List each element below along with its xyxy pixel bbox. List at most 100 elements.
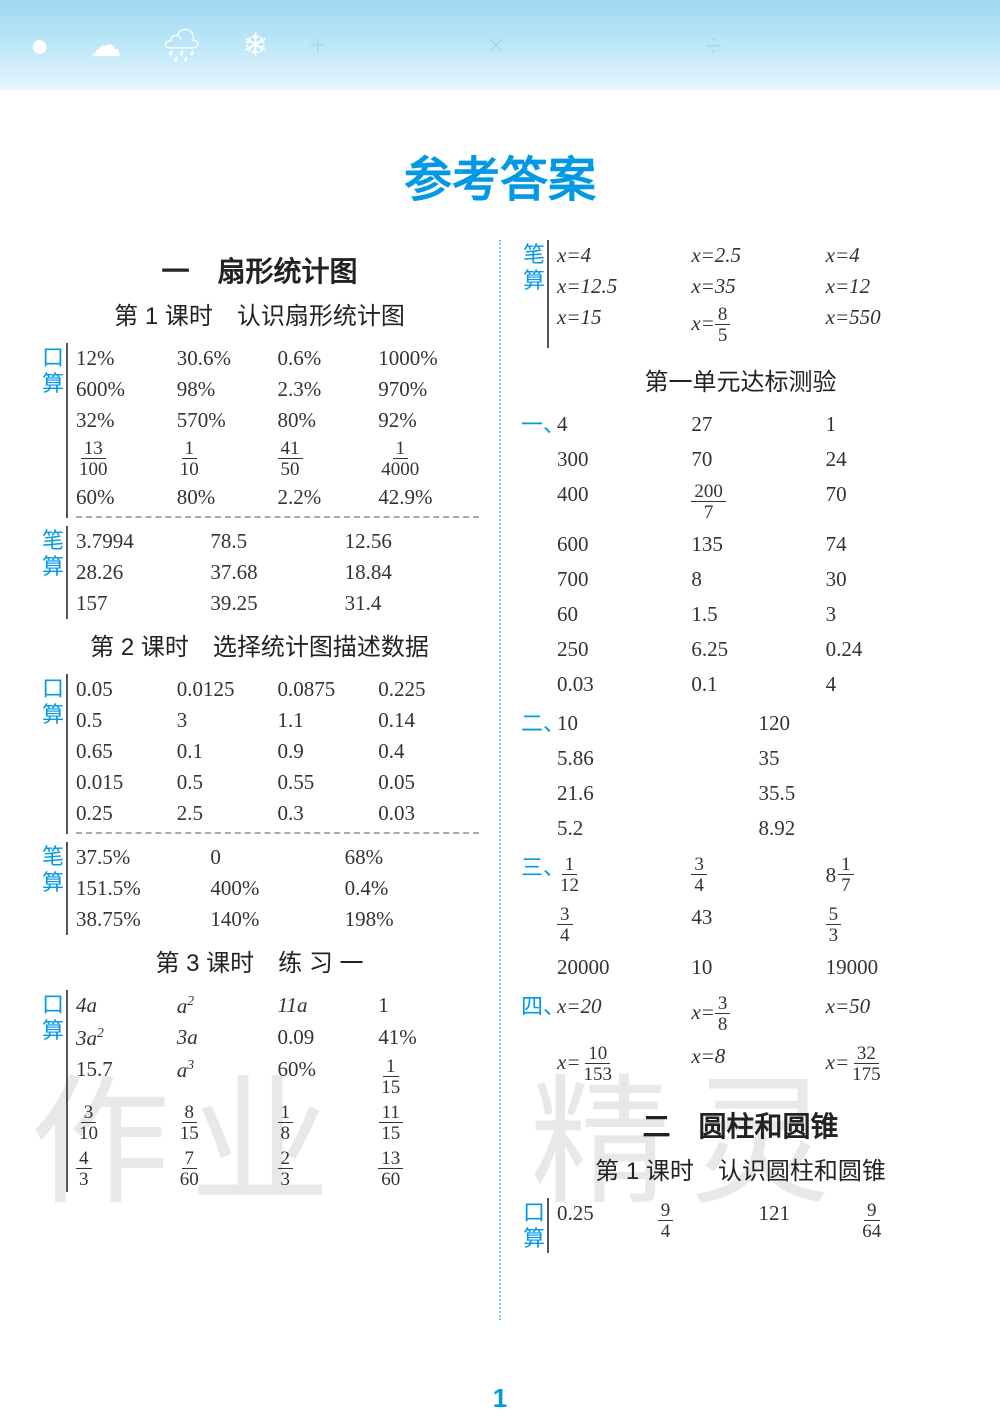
- data-cell: 28.26: [76, 560, 210, 585]
- data-cell: 0.25: [557, 1201, 658, 1241]
- data-row: 10120: [557, 706, 960, 741]
- kousuan-label: 口算: [40, 674, 66, 834]
- data-cell: 94: [658, 1201, 759, 1241]
- data-cell: 37.5%: [76, 845, 210, 870]
- right-column: 笔算 x=4x=2.5x=4x=12.5x=35x=12x=15x=85x=55…: [521, 240, 960, 1320]
- rain-icon: 🌧: [161, 26, 202, 64]
- data-cell: 23: [278, 1149, 379, 1189]
- data-cell: 53: [826, 905, 960, 945]
- data-row: 0.252.50.30.03: [76, 798, 479, 834]
- bisuan-label: 笔算: [40, 842, 66, 935]
- data-cell: 30: [826, 567, 960, 592]
- data-cell: 80%: [278, 408, 379, 433]
- data-cell: 0.5: [177, 770, 278, 795]
- data-cell: x=85: [691, 305, 825, 345]
- data-row: 5.28.92: [557, 811, 960, 846]
- plus-icon: +: [309, 27, 327, 64]
- data-cell: 10: [691, 955, 825, 980]
- data-cell: 27: [691, 412, 825, 437]
- data-cell: 115: [378, 1057, 479, 1097]
- data-cell: 5.86: [557, 746, 759, 771]
- data-cell: 157: [76, 591, 210, 616]
- data-row: 200001019000: [557, 950, 960, 985]
- data-row: 37.5%068%: [76, 842, 479, 873]
- bisuan-block: 笔算 x=4x=2.5x=4x=12.5x=35x=12x=15x=85x=55…: [521, 240, 960, 348]
- data-cell: 4: [826, 672, 960, 697]
- data-row: 310815181115: [76, 1100, 479, 1146]
- data-row: 344353: [557, 900, 960, 950]
- data-cell: x=50: [826, 994, 960, 1034]
- data-cell: 41%: [378, 1025, 479, 1051]
- section-marker: 二、: [521, 706, 557, 846]
- data-cell: 0.4%: [345, 876, 479, 901]
- data-cell: 0.03: [557, 672, 691, 697]
- data-cell: 38.75%: [76, 907, 210, 932]
- header-bar: ● ☁ 🌧 ❄ + × ÷: [0, 0, 1000, 90]
- data-cell: 0.25: [76, 801, 177, 826]
- data-cell: 2.2%: [278, 485, 379, 510]
- data-cell: 92%: [378, 408, 479, 433]
- data-cell: 34: [557, 905, 691, 945]
- column-divider: [499, 240, 501, 1320]
- data-cell: 250: [557, 637, 691, 662]
- data-cell: 39.25: [210, 591, 344, 616]
- kousuan-label: 口算: [521, 1198, 547, 1253]
- data-cell: x=35: [691, 274, 825, 299]
- data-cell: 3: [177, 708, 278, 733]
- bisuan-label: 笔算: [521, 240, 547, 348]
- data-cell: 35: [759, 746, 961, 771]
- snowflake-icon: ❄: [242, 26, 269, 64]
- data-cell: 43: [76, 1149, 177, 1189]
- data-cell: 1360: [378, 1149, 479, 1189]
- data-row: 700830: [557, 562, 960, 597]
- data-row: 0.531.10.14: [76, 705, 479, 736]
- chapter-title: 一 扇形统计图: [40, 250, 479, 290]
- data-row: 3a23a0.0941%: [76, 1022, 479, 1054]
- data-cell: 310: [76, 1103, 177, 1143]
- data-cell: 0.6%: [278, 346, 379, 371]
- data-cell: 120: [759, 711, 961, 736]
- data-cell: a2: [177, 993, 278, 1019]
- lesson-title: 第 1 课时 认识圆柱和圆锥: [521, 1151, 960, 1186]
- data-cell: 43: [691, 905, 825, 945]
- data-cell: 0.3: [278, 801, 379, 826]
- data-cell: 0.1: [177, 739, 278, 764]
- data-row: 0.2594121964: [557, 1198, 960, 1244]
- data-cell: 2.3%: [278, 377, 379, 402]
- data-cell: x=38: [691, 994, 825, 1034]
- data-cell: 80%: [177, 485, 278, 510]
- data-cell: 2007: [691, 482, 825, 522]
- data-cell: 11a: [278, 993, 379, 1019]
- data-cell: 600%: [76, 377, 177, 402]
- data-cell: 4a: [76, 993, 177, 1019]
- data-row: 3.799478.512.56: [76, 526, 479, 557]
- data-cell: x=8: [691, 1044, 825, 1084]
- data-cell: x=2.5: [691, 243, 825, 268]
- data-cell: 0.24: [826, 637, 960, 662]
- data-cell: 35.5: [759, 781, 961, 806]
- data-row: 4aa211a1: [76, 990, 479, 1022]
- data-cell: 3: [826, 602, 960, 627]
- data-cell: 0.9: [278, 739, 379, 764]
- data-row: 15.7a360%115: [76, 1054, 479, 1100]
- data-row: 43760231360: [76, 1146, 479, 1192]
- data-cell: x=32175: [826, 1044, 960, 1084]
- data-row: 600%98%2.3%970%: [76, 374, 479, 405]
- data-cell: 570%: [177, 408, 278, 433]
- circle-icon: ●: [30, 27, 49, 64]
- data-row: x=15x=85x=550: [557, 302, 960, 348]
- data-row: 38.75%140%198%: [76, 904, 479, 935]
- data-row: x=20x=38x=50: [557, 989, 960, 1039]
- data-cell: 964: [859, 1201, 960, 1241]
- divide-icon: ÷: [705, 27, 723, 64]
- bisuan-block: 笔算 37.5%068%151.5%400%0.4%38.75%140%198%: [40, 842, 479, 935]
- data-row: x=10153x=8x=32175: [557, 1039, 960, 1089]
- data-cell: 0: [210, 845, 344, 870]
- data-row: 21.635.5: [557, 776, 960, 811]
- data-cell: 4: [557, 412, 691, 437]
- data-row: 0.030.14: [557, 667, 960, 702]
- data-cell: 151.5%: [76, 876, 210, 901]
- data-cell: 135: [691, 532, 825, 557]
- test-title: 第一单元达标测验: [521, 362, 960, 397]
- data-cell: 0.09: [278, 1025, 379, 1051]
